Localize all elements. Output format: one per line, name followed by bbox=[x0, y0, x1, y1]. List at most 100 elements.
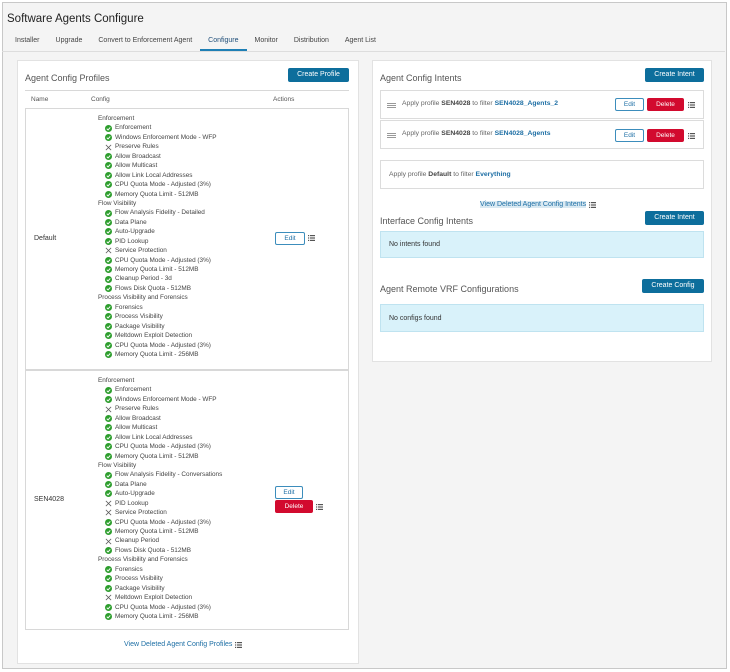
x-mark-icon bbox=[105, 538, 112, 545]
list-menu-icon[interactable] bbox=[308, 235, 315, 241]
delete-intent-button[interactable]: Delete bbox=[647, 98, 684, 111]
check-circle-icon bbox=[105, 575, 112, 583]
config-item-enabled: Data Plane bbox=[98, 218, 258, 227]
config-item-enabled: Memory Quota Limit - 512MB bbox=[98, 265, 258, 274]
check-circle-icon bbox=[105, 351, 112, 359]
check-circle-icon bbox=[105, 209, 112, 217]
intent-description: Apply profile SEN4028 to filter SEN4028_… bbox=[402, 100, 559, 107]
x-mark-icon bbox=[105, 500, 112, 507]
config-item-label: Auto-Upgrade bbox=[115, 490, 155, 498]
config-item-label: Preserve Rules bbox=[115, 405, 159, 413]
tab-convert-to-enforcement-agent[interactable]: Convert to Enforcement Agent bbox=[98, 37, 193, 44]
view-deleted-intents-link[interactable]: View Deleted Agent Config Intents bbox=[480, 201, 597, 208]
config-item-enabled: Allow Broadcast bbox=[98, 414, 258, 423]
check-circle-icon bbox=[105, 228, 112, 236]
config-item-enabled: Package Visibility bbox=[98, 322, 258, 331]
create-interface-intent-button[interactable]: Create Intent bbox=[645, 211, 704, 225]
config-item-label: Allow Broadcast bbox=[115, 152, 161, 160]
check-circle-icon bbox=[105, 275, 112, 283]
config-item-disabled: Service Protection bbox=[98, 246, 258, 255]
list-menu-icon[interactable] bbox=[688, 102, 695, 108]
config-item-enabled: Allow Link Local Addresses bbox=[98, 433, 258, 442]
edit-intent-button[interactable]: Edit bbox=[615, 129, 644, 142]
config-item-label: Enforcement bbox=[115, 124, 152, 132]
tab-agent-list[interactable]: Agent List bbox=[344, 37, 377, 44]
config-item-label: Forensics bbox=[115, 303, 143, 311]
config-section-heading: Flow Visibility bbox=[98, 199, 137, 207]
config-item-label: Allow Multicast bbox=[115, 424, 158, 432]
config-section-heading: Enforcement bbox=[98, 377, 135, 384]
config-item-enabled: Windows Enforcement Mode - WFP bbox=[98, 395, 258, 404]
list-menu-icon[interactable] bbox=[688, 133, 695, 139]
config-section-heading: Flow Visibility bbox=[98, 461, 137, 469]
edit-profile-button[interactable]: Edit bbox=[275, 232, 305, 245]
config-item-label: CPU Quota Mode - Adjusted (3%) bbox=[115, 603, 211, 611]
create-config-button[interactable]: Create Config bbox=[642, 279, 704, 293]
drag-handle-icon[interactable] bbox=[387, 103, 396, 108]
config-item-disabled: Preserve Rules bbox=[98, 142, 258, 151]
config-item-label: CPU Quota Mode - Adjusted (3%) bbox=[115, 443, 211, 451]
tab-upgrade[interactable]: Upgrade bbox=[55, 37, 83, 44]
config-item-label: Allow Broadcast bbox=[115, 414, 161, 422]
config-item-disabled: Meltdown Exploit Detection bbox=[98, 593, 258, 602]
view-deleted-profiles-link[interactable]: View Deleted Agent Config Profiles bbox=[124, 641, 243, 648]
config-item-enabled: Memory Quota Limit - 512MB bbox=[98, 190, 258, 199]
config-item-label: Preserve Rules bbox=[115, 143, 159, 151]
config-section-heading: Enforcement bbox=[98, 115, 135, 122]
config-item-label: Process Visibility bbox=[115, 575, 163, 583]
config-item-label: Memory Quota Limit - 512MB bbox=[115, 190, 199, 198]
check-circle-icon bbox=[105, 190, 112, 198]
config-item-label: Forensics bbox=[115, 565, 143, 573]
tab-installer[interactable]: Installer bbox=[15, 37, 40, 44]
create-intent-button[interactable]: Create Intent bbox=[645, 68, 704, 82]
config-item-enabled: Allow Multicast bbox=[98, 161, 258, 170]
check-circle-icon bbox=[105, 181, 112, 189]
config-item-label: CPU Quota Mode - Adjusted (3%) bbox=[115, 181, 211, 189]
config-item-enabled: Memory Quota Limit - 512MB bbox=[98, 452, 258, 461]
view-deleted-intents-label: View Deleted Agent Config Intents bbox=[480, 201, 587, 208]
config-item-label: Process Visibility bbox=[115, 313, 163, 321]
x-mark-icon bbox=[105, 144, 112, 150]
check-circle-icon bbox=[105, 414, 112, 422]
config-item-enabled: Flow Analysis Fidelity - Conversations bbox=[98, 470, 258, 479]
interface-intents-title: Interface Config Intents bbox=[380, 216, 474, 226]
config-item-label: Service Protection bbox=[115, 509, 167, 517]
check-circle-icon bbox=[105, 424, 112, 432]
tab-distribution[interactable]: Distribution bbox=[293, 37, 329, 44]
table-row bbox=[25, 370, 349, 630]
config-item-label: Data Plane bbox=[115, 480, 147, 488]
list-menu-icon[interactable] bbox=[316, 504, 323, 510]
edit-intent-button[interactable]: Edit bbox=[615, 98, 644, 111]
check-circle-icon bbox=[105, 518, 112, 526]
vrf-empty-box: No configs found bbox=[380, 304, 704, 332]
config-item-enabled: Package Visibility bbox=[98, 584, 258, 593]
x-mark-icon bbox=[105, 594, 112, 601]
config-item-disabled: Cleanup Period bbox=[98, 536, 258, 545]
config-item-enabled: Allow Broadcast bbox=[98, 152, 258, 161]
config-item-label: Meltdown Exploit Detection bbox=[115, 594, 193, 602]
config-item-label: Flows Disk Quota - 512MB bbox=[115, 546, 192, 554]
list-icon bbox=[589, 201, 597, 208]
vrf-title: Agent Remote VRF Configurations bbox=[380, 284, 519, 294]
tab-monitor[interactable]: Monitor bbox=[254, 37, 278, 44]
empty-state-text: No configs found bbox=[389, 315, 442, 322]
drag-handle-icon[interactable] bbox=[387, 133, 396, 138]
config-item-enabled: Memory Quota Limit - 256MB bbox=[98, 350, 258, 359]
config-item-enabled: Process Visibility bbox=[98, 312, 258, 321]
delete-intent-button[interactable]: Delete bbox=[647, 129, 684, 142]
create-profile-button[interactable]: Create Profile bbox=[288, 68, 349, 82]
check-circle-icon bbox=[105, 481, 112, 489]
config-item-enabled: Forensics bbox=[98, 303, 258, 312]
config-item-label: Enforcement bbox=[115, 386, 152, 394]
config-item-enabled: CPU Quota Mode - Adjusted (3%) bbox=[98, 341, 258, 350]
tab-configure[interactable]: Configure bbox=[200, 35, 247, 51]
delete-profile-button[interactable]: Delete bbox=[275, 500, 313, 513]
config-section-heading: Process Visibility and Forensics bbox=[98, 294, 188, 302]
config-item-enabled: Memory Quota Limit - 256MB bbox=[98, 612, 258, 621]
edit-profile-button[interactable]: Edit bbox=[275, 486, 303, 499]
config-item-enabled: Meltdown Exploit Detection bbox=[98, 331, 258, 340]
config-item-enabled: Forensics bbox=[98, 565, 258, 574]
config-item-label: Allow Link Local Addresses bbox=[115, 433, 193, 441]
check-circle-icon bbox=[105, 547, 112, 555]
config-item-label: Memory Quota Limit - 512MB bbox=[115, 452, 199, 460]
